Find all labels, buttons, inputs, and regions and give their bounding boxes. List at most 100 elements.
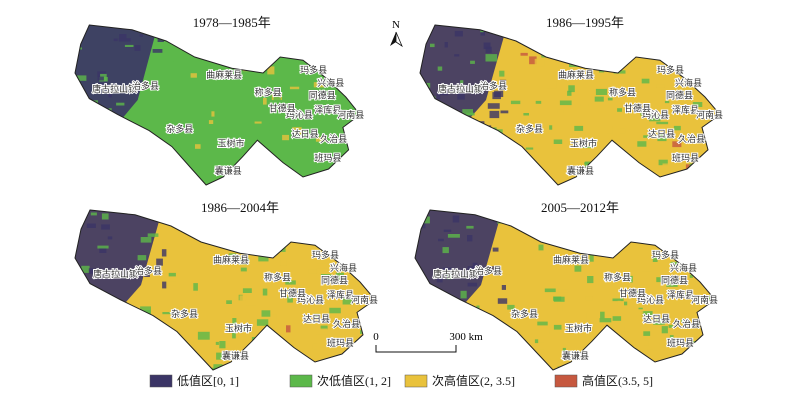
county-label: 泽库县 — [667, 289, 694, 300]
patch — [264, 223, 272, 227]
patch — [119, 374, 125, 379]
patch — [507, 304, 515, 310]
patch — [285, 280, 296, 285]
patch — [129, 147, 134, 151]
patch — [104, 181, 113, 185]
legend-swatch — [289, 374, 313, 388]
county-label: 班玛县 — [327, 337, 354, 348]
legend-label: 低值区[0, 1] — [177, 373, 239, 388]
patch — [661, 326, 668, 334]
patch — [447, 271, 454, 280]
patch — [568, 85, 575, 93]
patch — [320, 325, 328, 330]
patch — [314, 44, 320, 50]
patch — [78, 92, 86, 100]
patch — [525, 147, 534, 150]
patch — [712, 304, 715, 309]
patch — [289, 292, 294, 296]
patch — [662, 170, 672, 178]
patch — [218, 117, 226, 124]
patch — [286, 325, 291, 333]
patch — [296, 154, 304, 162]
county-label: 达日县 — [292, 128, 319, 139]
patch — [283, 355, 288, 359]
patch — [526, 162, 535, 167]
patch — [99, 246, 107, 253]
patch — [152, 49, 163, 53]
patch — [358, 37, 360, 42]
county-label: 玉树市 — [565, 323, 592, 334]
patch — [486, 153, 498, 156]
patch — [612, 298, 624, 302]
patch — [481, 133, 486, 138]
county-label: 同德县 — [661, 275, 688, 286]
county-label: 同德县 — [309, 90, 336, 101]
patch — [612, 363, 625, 370]
patch — [220, 45, 225, 52]
patch — [430, 43, 435, 48]
patch — [330, 270, 337, 275]
patch — [254, 163, 260, 171]
patch — [362, 251, 369, 255]
patch — [486, 185, 492, 187]
county-label: 甘德县 — [269, 102, 296, 113]
patch — [416, 352, 424, 360]
patch — [472, 262, 478, 268]
patch — [607, 97, 613, 101]
patch — [321, 133, 330, 139]
patch — [237, 130, 243, 135]
patch — [119, 315, 128, 319]
patch — [520, 217, 529, 222]
patch — [144, 144, 155, 149]
patch — [347, 158, 353, 163]
patch — [262, 288, 268, 296]
patch — [432, 164, 440, 169]
patch — [644, 230, 650, 238]
patch — [81, 308, 89, 313]
patch — [323, 188, 329, 191]
patch — [559, 100, 572, 106]
patch — [500, 110, 509, 114]
patch — [649, 114, 661, 122]
patch — [258, 123, 270, 131]
region-outline — [419, 24, 721, 186]
county-label: 治多县 — [132, 80, 159, 91]
patch — [620, 326, 625, 332]
region-outline — [74, 24, 361, 186]
patch — [339, 359, 350, 363]
patch — [304, 314, 314, 321]
patch — [311, 32, 317, 36]
patch — [343, 224, 350, 231]
patch — [321, 159, 332, 167]
county-label: 同德县 — [321, 275, 348, 286]
patch — [481, 161, 492, 166]
patch — [273, 96, 281, 105]
patch — [271, 246, 276, 249]
patch — [470, 60, 475, 64]
region-outline — [74, 209, 376, 371]
patch — [672, 138, 676, 142]
patch — [203, 217, 215, 224]
patch — [142, 175, 148, 180]
patch — [595, 88, 607, 95]
patch — [589, 247, 598, 253]
patch — [229, 59, 239, 64]
patch — [431, 167, 442, 172]
patch — [712, 341, 715, 344]
patch — [210, 72, 219, 79]
patch — [444, 168, 451, 172]
patch — [264, 345, 274, 352]
county-label: 兴海县 — [330, 262, 357, 273]
patch — [438, 238, 444, 242]
patch — [555, 217, 565, 226]
patch — [272, 356, 279, 364]
patch — [140, 237, 152, 243]
patch — [337, 28, 349, 32]
patch — [639, 25, 647, 28]
patch — [622, 343, 629, 351]
patch — [486, 266, 496, 274]
patch — [482, 165, 495, 173]
county-label: 治多县 — [475, 265, 502, 276]
patch — [143, 318, 152, 324]
patch — [255, 51, 267, 60]
